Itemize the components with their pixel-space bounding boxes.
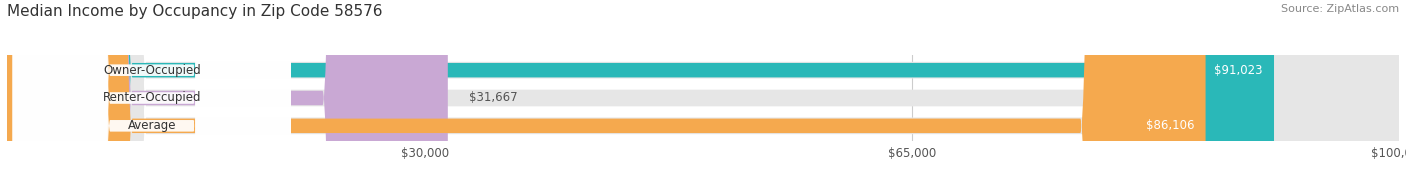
- FancyBboxPatch shape: [7, 0, 1205, 196]
- Text: Renter-Occupied: Renter-Occupied: [103, 92, 201, 104]
- FancyBboxPatch shape: [7, 0, 1399, 196]
- Text: Average: Average: [128, 119, 176, 132]
- FancyBboxPatch shape: [7, 0, 449, 196]
- Text: $91,023: $91,023: [1215, 64, 1263, 77]
- FancyBboxPatch shape: [7, 0, 1399, 196]
- FancyBboxPatch shape: [13, 0, 291, 196]
- Text: Source: ZipAtlas.com: Source: ZipAtlas.com: [1281, 4, 1399, 14]
- Text: Median Income by Occupancy in Zip Code 58576: Median Income by Occupancy in Zip Code 5…: [7, 4, 382, 19]
- Text: Owner-Occupied: Owner-Occupied: [103, 64, 201, 77]
- FancyBboxPatch shape: [13, 0, 291, 196]
- FancyBboxPatch shape: [7, 0, 1399, 196]
- FancyBboxPatch shape: [13, 0, 291, 196]
- Text: $86,106: $86,106: [1146, 119, 1195, 132]
- Text: $31,667: $31,667: [468, 92, 517, 104]
- FancyBboxPatch shape: [7, 0, 1274, 196]
